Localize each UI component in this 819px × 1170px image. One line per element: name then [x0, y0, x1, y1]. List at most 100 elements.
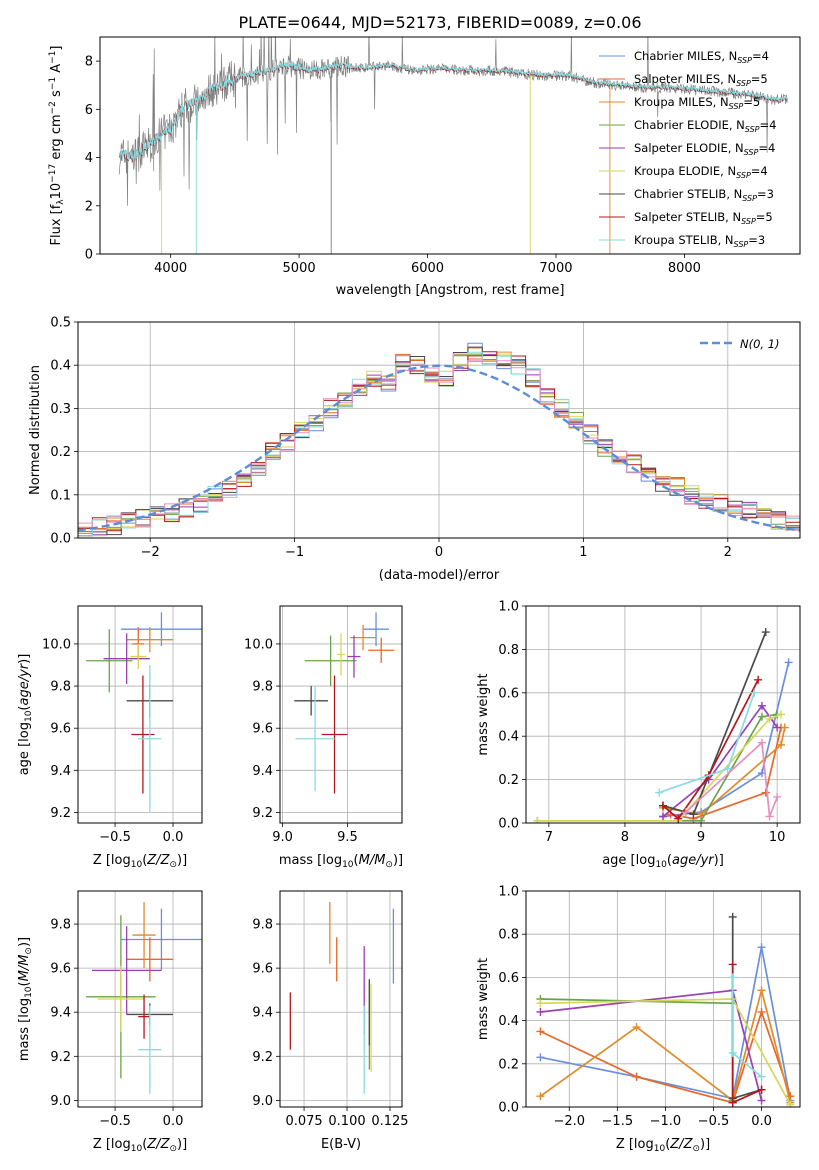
weight-vs-age-plot-area: [533, 628, 793, 823]
weight-series: [655, 688, 759, 797]
mass-vs-Z-panel: [78, 891, 202, 1107]
age-vs-mass-plot-area: [294, 612, 395, 794]
errorbar-point: [131, 675, 155, 794]
y-tick-label: 9.8: [252, 918, 273, 933]
weight-series: [659, 658, 793, 821]
y-tick-label: 9.0: [50, 1094, 71, 1109]
weight-marker: [536, 1092, 545, 1101]
y-tick-label: 0.4: [50, 359, 71, 374]
weight-series: [728, 973, 766, 1081]
weight-marker: [689, 810, 698, 819]
errorbar-point: [304, 635, 357, 687]
spectrum-model-line-kroupa-stelib: [119, 60, 789, 161]
axes-frame: [525, 890, 801, 1108]
axes-frame: [279, 605, 403, 824]
x-tick-label: 2: [724, 545, 732, 560]
y-tick-label: 6: [85, 103, 93, 118]
y-tick-label: 8: [85, 55, 93, 70]
residuals-xlabel: (data-model)/error: [379, 568, 500, 583]
mass-vs-EBV-panel: [280, 891, 402, 1107]
y-tick-label: 9.6: [50, 962, 71, 977]
figure-title: PLATE=0644, MJD=52173, FIBERID=0089, z=0…: [238, 13, 641, 32]
weight-series: [536, 995, 737, 1105]
x-tick-label: 9.5: [337, 830, 358, 845]
y-tick-label: 9.4: [50, 1006, 71, 1021]
weight-series: [728, 960, 766, 1107]
weight-vs-age-xlabel: age [log10(age/yr)]: [602, 853, 724, 870]
mass-vs-Z-xlabel: Z [log10(Z/Z⊙)]: [93, 1137, 187, 1154]
mass-vs-EBV-axes: 0.075 0.100 0.125 9.0 9.2 9.4 9.6 9.8 E(B-V): [252, 890, 409, 1152]
y-tick-label: 9.8: [50, 918, 71, 933]
y-tick-label: 0.1: [50, 488, 71, 503]
weight-vs-age-ylabel: mass weight: [476, 673, 491, 755]
weight-marker: [536, 1007, 545, 1016]
errorbar-point: [138, 664, 162, 813]
weight-vs-age-axes: 7 8 9 10 0.0 0.2 0.4 0.6 0.8 1.0 age [log10(age/yr…: [476, 600, 801, 870]
spectrum-plot-area: [118, 37, 789, 254]
y-tick-label: 4: [85, 151, 93, 166]
age-vs-mass-axes: 9.0 9.5 9.2 9.4 9.6 9.8 10.0 mass [log10(M/M⊙)]: [244, 605, 403, 870]
weight-marker: [757, 1096, 766, 1105]
errorbar-point: [138, 994, 150, 1039]
y-tick-label: 9.2: [50, 806, 71, 821]
x-tick-label: 9.0: [272, 830, 293, 845]
weight-marker: [728, 1049, 737, 1057]
weight-marker: [655, 788, 664, 797]
axes-frame: [525, 605, 801, 824]
axes-frame: [77, 605, 203, 824]
legend-entry: N(0, 1): [740, 337, 780, 351]
x-tick-label: −2: [141, 545, 160, 560]
weight-vs-Z-plot-area: [536, 912, 795, 1107]
errorbar-point: [294, 686, 329, 716]
legend-entry: Kroupa ELODIE, NSSP=4: [634, 164, 768, 180]
weight-series: [728, 912, 766, 1103]
weight-marker: [632, 1023, 641, 1032]
weight-series: [659, 675, 763, 823]
residuals-axes: −2 −1 0 1 2 0.0 0.1 0.2 0.3 0.4 0.5 N(0, 1) (data-mo…: [28, 316, 801, 583]
residual-histogram: [78, 360, 800, 538]
y-tick-label: 9.4: [252, 1006, 273, 1021]
weight-marker: [674, 814, 683, 823]
x-tick-label: 0.125: [371, 1114, 408, 1129]
errorbar-point: [363, 612, 390, 647]
y-tick-label: 0.2: [498, 1057, 519, 1072]
y-tick-label: 10.0: [244, 637, 273, 652]
x-tick-label: 0.0: [163, 830, 184, 845]
y-tick-label: 0.4: [498, 730, 519, 745]
age-vs-Z-xlabel: Z [log10(Z/Z⊙)]: [93, 853, 187, 870]
axes-frame: [279, 890, 403, 1108]
weight-marker: [765, 812, 774, 821]
x-tick-label: 8000: [668, 261, 701, 276]
errorbar-point: [126, 627, 174, 653]
y-tick-label: 1.0: [498, 600, 519, 615]
x-tick-label: 1: [579, 545, 587, 560]
weight-series: [659, 628, 770, 819]
legend-entry: Salpeter STELIB, NSSP=5: [634, 210, 773, 226]
axes-frame: [77, 890, 203, 1108]
weight-marker: [757, 701, 766, 710]
weight-marker: [728, 960, 737, 969]
weight-marker: [754, 675, 763, 684]
age-vs-Z-panel: [78, 606, 202, 823]
x-tick-label: 0.0: [751, 1114, 772, 1129]
y-tick-label: 0.6: [498, 971, 519, 986]
weight-marker: [750, 688, 759, 697]
spectrum-xlabel: wavelength [Angstrom, rest frame]: [336, 283, 565, 298]
y-tick-label: 9.2: [252, 1050, 273, 1065]
legend-entry: Salpeter MILES, NSSP=5: [634, 72, 768, 88]
gaussian-curve: [78, 364, 800, 532]
errorbar-point: [368, 637, 395, 663]
legend-entry: Chabrier ELODIE, NSSP=4: [634, 118, 776, 134]
weight-marker: [780, 723, 789, 732]
errorbar-point: [91, 926, 162, 1015]
y-tick-label: 0: [85, 248, 93, 263]
x-tick-label: −1: [285, 545, 304, 560]
x-tick-label: 0.075: [285, 1114, 322, 1129]
y-tick-label: 0.2: [50, 445, 71, 460]
y-tick-label: 0.0: [498, 1101, 519, 1116]
weight-marker: [776, 740, 785, 749]
weight-marker: [757, 738, 766, 747]
weight-marker: [761, 628, 770, 637]
age-vs-mass-panel: [280, 606, 402, 823]
errorbar-point: [97, 965, 145, 1033]
